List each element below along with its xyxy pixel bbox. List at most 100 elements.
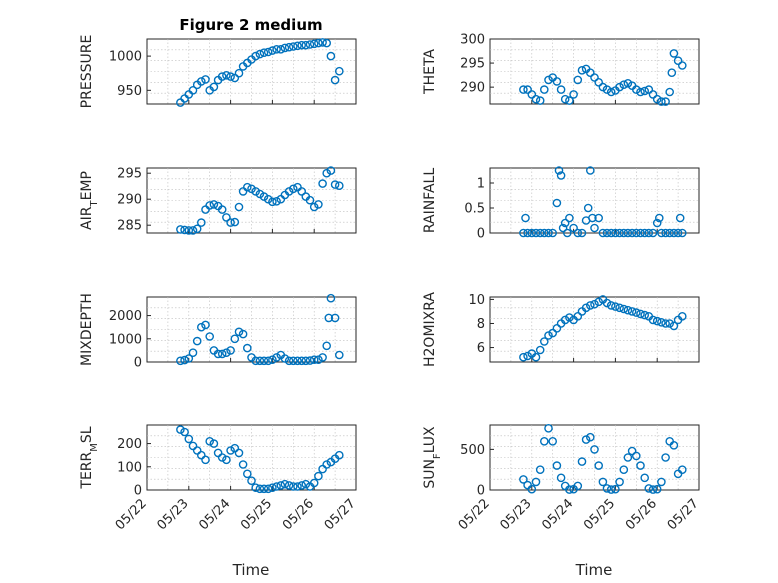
data-point	[552, 461, 562, 470]
data-point	[644, 228, 654, 238]
x-tick-label: 05/24	[196, 496, 233, 533]
data-point	[205, 201, 214, 210]
subplot-3: 285 290 295 AIRTEMP	[79, 166, 357, 235]
data-point	[222, 455, 231, 465]
data-point	[623, 79, 633, 88]
data-point	[230, 334, 240, 344]
data-point	[586, 432, 595, 442]
data-point	[242, 343, 252, 353]
subplot-2: 290 295 300 THETA	[422, 33, 700, 106]
data-point	[560, 315, 570, 325]
y-tick-label: 0	[477, 227, 485, 242]
data-point	[640, 473, 650, 483]
data-point	[636, 87, 645, 97]
data-point	[297, 481, 307, 490]
data-point	[314, 355, 323, 365]
data-point	[535, 465, 545, 475]
data-point	[640, 310, 650, 320]
data-point	[205, 332, 214, 341]
data-point	[615, 82, 624, 92]
y-tick-label: 1000	[109, 332, 142, 347]
data-point	[301, 40, 311, 50]
y-tick-label: 200	[117, 437, 142, 452]
data-point	[180, 355, 189, 365]
data-point	[222, 71, 231, 80]
data-point	[209, 82, 219, 92]
data-point	[573, 311, 583, 321]
data-point	[272, 45, 281, 54]
data-point	[586, 68, 595, 77]
data-point	[230, 443, 240, 453]
data-point	[661, 97, 670, 106]
data-point	[276, 481, 286, 490]
data-point	[230, 217, 240, 227]
data-point	[523, 228, 532, 238]
data-point	[640, 228, 650, 238]
data-point	[301, 356, 311, 366]
data-point	[213, 349, 223, 359]
data-point	[226, 72, 235, 81]
data-point	[594, 213, 604, 223]
data-point	[322, 460, 332, 469]
data-point	[242, 182, 252, 192]
data-point	[263, 356, 273, 366]
data-point	[238, 460, 248, 469]
data-point	[673, 228, 683, 238]
x-tick-label: 05/22	[113, 496, 150, 533]
data-point	[540, 337, 549, 346]
data-point	[594, 461, 604, 470]
data-point	[284, 481, 294, 490]
y-tick-label: 950	[117, 84, 142, 99]
data-point	[619, 228, 629, 238]
data-point	[632, 85, 641, 94]
data-point	[590, 299, 599, 309]
data-point	[531, 228, 541, 238]
data-point	[619, 304, 629, 314]
data-point	[623, 305, 633, 315]
data-point	[598, 228, 608, 238]
x-tick-label: 05/23	[155, 496, 192, 533]
data-point	[247, 476, 256, 486]
data-point	[565, 485, 574, 494]
data-point	[531, 352, 541, 362]
data-point	[272, 353, 281, 362]
data-point	[184, 434, 194, 444]
data-point	[531, 94, 541, 104]
data-point	[665, 87, 675, 97]
data-point	[305, 195, 315, 205]
data-point	[632, 228, 641, 238]
data-point	[648, 228, 658, 238]
data-point	[573, 75, 583, 85]
data-point	[652, 484, 662, 494]
data-point	[544, 331, 553, 340]
data-point	[326, 51, 336, 61]
y-tick-label: 2000	[109, 309, 142, 324]
data-point	[636, 228, 645, 238]
data-point	[293, 41, 302, 51]
data-point	[675, 213, 685, 223]
data-point	[606, 228, 616, 238]
data-point	[665, 319, 675, 328]
data-point	[619, 80, 629, 89]
data-point	[540, 436, 549, 446]
data-point	[259, 356, 269, 366]
data-point	[544, 228, 553, 238]
data-point	[565, 313, 574, 322]
data-point	[665, 228, 675, 238]
data-point	[598, 477, 608, 487]
x-tick-label: 05/26	[623, 496, 660, 533]
data-point	[176, 225, 185, 234]
data-point	[238, 329, 248, 339]
data-point	[577, 457, 587, 466]
y-axis-label: RAINFALL	[422, 168, 438, 233]
data-point	[293, 482, 302, 491]
data-point	[552, 77, 562, 86]
data-point	[280, 43, 290, 53]
data-point	[318, 179, 327, 188]
data-point	[673, 56, 683, 66]
x-tick-label: 05/25	[238, 496, 275, 533]
y-tick-label: 295	[460, 57, 485, 72]
data-point	[293, 356, 302, 366]
data-point	[527, 90, 537, 99]
